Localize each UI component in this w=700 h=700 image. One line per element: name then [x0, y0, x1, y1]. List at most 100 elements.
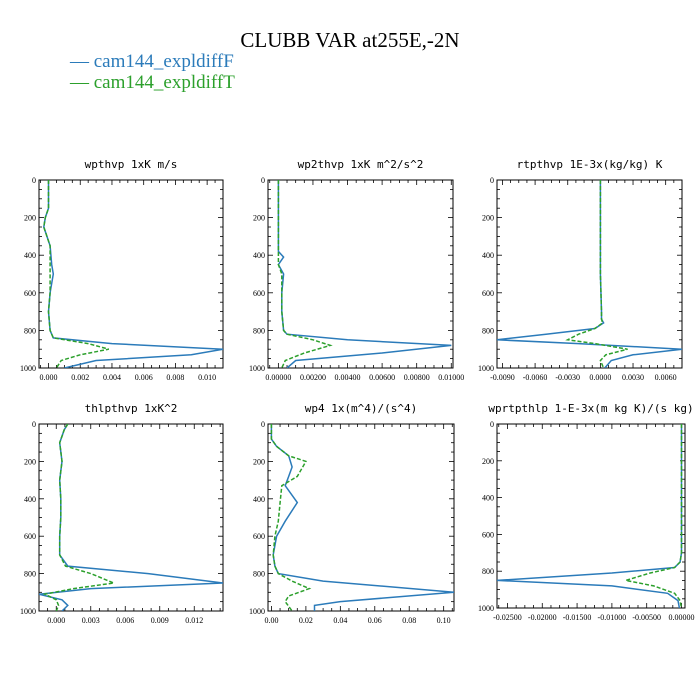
y-tick-label: 600 [482, 530, 494, 539]
y-tick-label: 400 [482, 251, 494, 260]
x-tick-label: 0.002 [71, 373, 89, 382]
y-tick-label: 800 [482, 567, 494, 576]
series-line-expldiffF [43, 180, 223, 368]
y-tick-label: 200 [24, 214, 36, 223]
panel-title: thlpthvp 1xK^2 [85, 402, 178, 415]
y-tick-label: 600 [24, 289, 36, 298]
x-tick-label: 0.00000 [265, 373, 291, 382]
x-tick-label: 0.008 [166, 373, 184, 382]
y-tick-label: 600 [253, 289, 265, 298]
y-tick-label: 600 [482, 289, 494, 298]
series-line-expldiffF [497, 180, 682, 368]
series-line-expldiffT [625, 424, 683, 608]
x-tick-label: 0.08 [402, 616, 416, 625]
x-tick-label: 0.000 [40, 373, 58, 382]
y-tick-label: 0 [32, 420, 36, 429]
panel-title: wprtpthlp 1-E-3x(m kg K)/(s kg) [488, 402, 693, 415]
x-tick-label: 0.010 [198, 373, 216, 382]
y-tick-label: 400 [24, 495, 36, 504]
y-tick-label: 400 [253, 251, 265, 260]
legend-line-icon: — [70, 51, 94, 72]
y-tick-label: 1000 [478, 364, 494, 373]
series-line-expldiffF [39, 424, 223, 611]
panel-6: wprtpthlp 1-E-3x(m kg K)/(s kg) 0 200 400 60… [478, 402, 695, 622]
x-tick-label: 0.0060 [655, 373, 677, 382]
y-tick-label: 200 [253, 457, 265, 466]
x-tick-label: 0.006 [135, 373, 153, 382]
y-tick-label: 1000 [478, 604, 494, 613]
series-line-expldiffT [270, 424, 312, 611]
x-tick-label: 0.004 [103, 373, 121, 382]
legend-line-icon: — [70, 72, 94, 93]
legend-label: cam144_expldiffF [93, 51, 234, 72]
y-tick-label: 200 [253, 214, 265, 223]
chart-title: CLUBB VAR at255E,-2N [240, 28, 460, 52]
x-tick-label: -0.02000 [528, 613, 557, 622]
series-line-expldiffT [565, 180, 628, 368]
x-tick-label: 0.00400 [335, 373, 361, 382]
y-tick-label: 200 [482, 214, 494, 223]
x-tick-label: -0.01000 [598, 613, 627, 622]
y-tick-label: 0 [32, 176, 36, 185]
y-tick-label: 0 [261, 176, 265, 185]
panel-title: wp2thvp 1xK m^2/s^2 [298, 158, 424, 171]
x-tick-label: 0.003 [82, 616, 100, 625]
series-line-expldiffT [277, 180, 333, 368]
series-line-expldiffF [270, 424, 454, 611]
x-tick-label: -0.01500 [563, 613, 592, 622]
y-tick-label: 800 [24, 570, 36, 579]
x-tick-label: 0.00200 [300, 373, 326, 382]
y-tick-label: 0 [490, 420, 494, 429]
panel-2: wp2thvp 1xK m^2/s^2020040060080010000.00… [249, 158, 464, 382]
x-tick-label: 0.012 [185, 616, 203, 625]
y-tick-label: 0 [261, 420, 265, 429]
x-tick-label: -0.0090 [490, 373, 515, 382]
x-tick-label: -0.0030 [555, 373, 580, 382]
x-tick-label: -0.00500 [632, 613, 661, 622]
legend-label: cam144_expldiffT [93, 72, 235, 93]
x-tick-label: 0.00000 [669, 613, 695, 622]
y-tick-label: 1000 [20, 607, 36, 616]
panel-1: wpthvp 1xK m/s 0 200 400 600 800 1000 0.000 0.00… [20, 158, 224, 382]
legend-item-expldiffF: — cam144_expldiffF [70, 52, 234, 72]
x-tick-label: 0.10 [437, 616, 451, 625]
y-tick-label: 0 [490, 176, 494, 185]
x-tick-label: 0.02 [299, 616, 313, 625]
x-tick-label: 0.00 [264, 616, 278, 625]
y-tick-label: 200 [482, 457, 494, 466]
y-tick-label: 800 [253, 326, 265, 335]
plot-frame [267, 423, 455, 612]
y-tick-label: 400 [482, 494, 494, 503]
y-tick-label: 1000 [20, 364, 36, 373]
y-tick-label: 800 [482, 326, 494, 335]
x-tick-label: 0.00800 [404, 373, 430, 382]
x-tick-label: 0.06 [368, 616, 382, 625]
y-tick-label: 1000 [249, 607, 265, 616]
series-line-expldiffF [497, 424, 683, 608]
y-tick-label: 600 [253, 532, 265, 541]
x-tick-label: 0.00600 [369, 373, 395, 382]
x-tick-label: 0.0000 [589, 373, 611, 382]
plot-frame [38, 423, 224, 612]
x-tick-label: 0.04 [333, 616, 347, 625]
y-tick-label: 200 [24, 457, 36, 466]
y-tick-label: 1000 [249, 364, 265, 373]
x-tick-label: 0.006 [116, 616, 134, 625]
x-tick-label: 0.000 [47, 616, 65, 625]
x-tick-label: 0.01000 [438, 373, 464, 382]
series-line-expldiffF [277, 180, 452, 368]
y-tick-label: 800 [24, 326, 36, 335]
panel-title: wp4 1x(m^4)/(s^4) [305, 402, 418, 415]
panel-title: wpthvp 1xK m/s [85, 158, 178, 171]
y-tick-label: 600 [24, 532, 36, 541]
panel-title: rtpthvp 1E-3x(kg/kg) K [517, 158, 663, 171]
y-tick-label: 400 [253, 495, 265, 504]
plot-frame [496, 423, 686, 609]
panel-3: rtpthvp 1E-3x(kg/kg) K02004006008001000-… [478, 158, 683, 382]
x-tick-label: -0.02500 [493, 613, 522, 622]
series-line-expldiffT [43, 180, 109, 368]
panel-4: thlpthvp 1xK^2 0 200 400 600 800 1000 0.000 0.00… [20, 402, 224, 625]
y-tick-label: 400 [24, 251, 36, 260]
